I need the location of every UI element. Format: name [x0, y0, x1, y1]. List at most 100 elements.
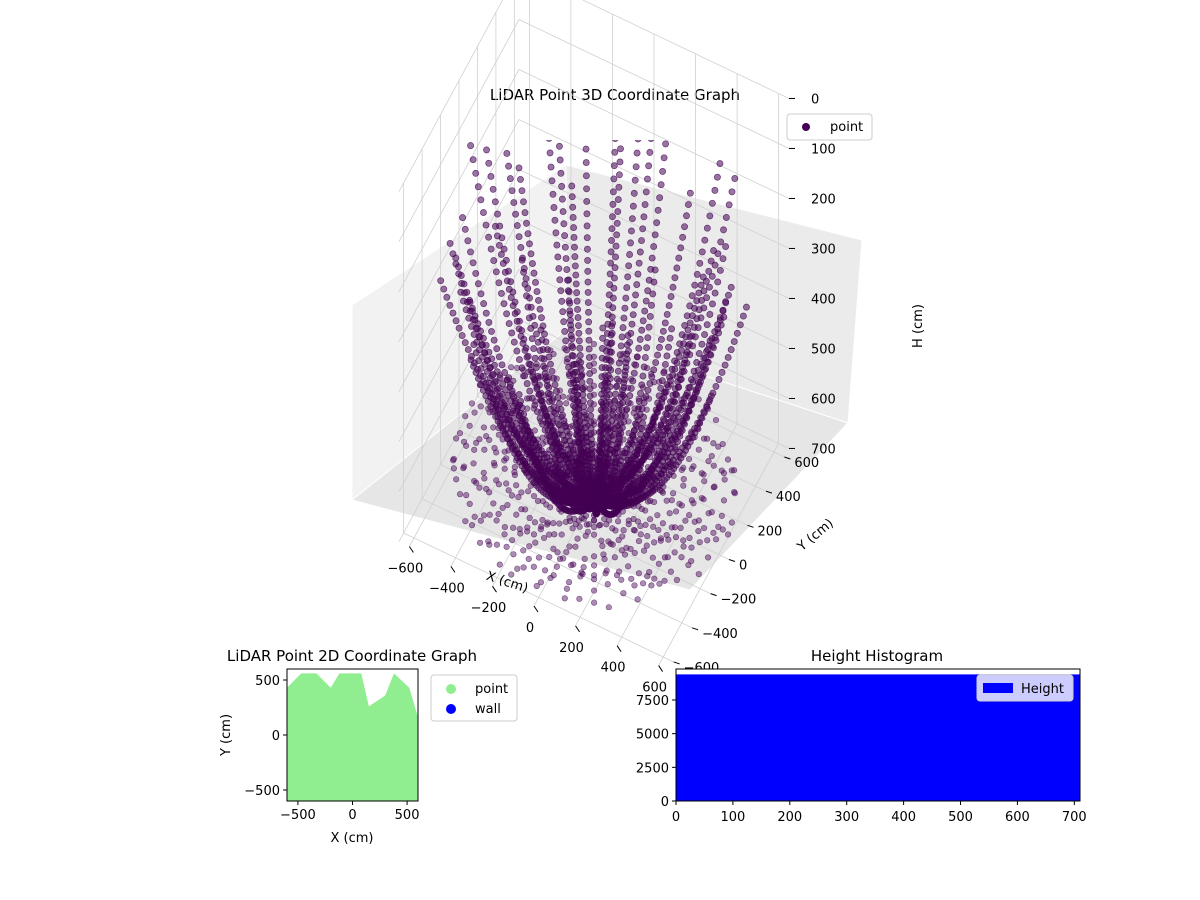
point-3d [637, 430, 645, 438]
point-3d [620, 436, 627, 443]
point-3d [603, 521, 610, 528]
point-3d [507, 278, 515, 286]
point-3d [576, 595, 583, 602]
point-3d [547, 347, 554, 354]
point-3d [527, 250, 535, 258]
point-3d [609, 200, 617, 208]
point-3d [716, 160, 724, 168]
point-3d [561, 506, 568, 513]
point-3d [553, 563, 560, 570]
point-3d [580, 433, 587, 440]
point-3d [521, 461, 528, 468]
point-3d [663, 497, 670, 504]
point-3d [546, 531, 553, 538]
point-3d [557, 287, 565, 295]
point-3d [698, 340, 706, 348]
point-3d [478, 341, 486, 349]
point-3d [666, 510, 673, 517]
point-3d [522, 275, 530, 282]
y-tick-label: −500 [244, 784, 280, 799]
point-3d [711, 289, 719, 297]
point-3d [621, 551, 629, 558]
point-3d [502, 256, 510, 264]
point-3d [604, 581, 611, 588]
point-3d [648, 254, 656, 262]
point-3d [638, 326, 646, 334]
point-3d [634, 353, 641, 361]
point-3d [675, 254, 683, 262]
chart-3d-xlabel: X (cm) [484, 569, 530, 597]
point-3d [715, 376, 723, 383]
point-3d [495, 431, 502, 438]
point-3d [695, 517, 702, 524]
y-tick-label: −400 [702, 627, 738, 642]
point-3d [628, 575, 635, 582]
x-tick-label: 500 [395, 808, 420, 823]
point-3d [477, 403, 484, 410]
point-3d [544, 413, 551, 420]
y-tick-label: −200 [721, 593, 757, 608]
point-3d [673, 359, 681, 367]
point-3d [523, 380, 531, 388]
point-3d [639, 384, 647, 391]
point-3d [547, 574, 554, 582]
point-3d [513, 482, 520, 489]
point-3d [535, 554, 543, 561]
point-3d [541, 567, 549, 574]
point-3d [476, 539, 484, 546]
point-3d [701, 478, 708, 485]
point-3d [635, 570, 643, 577]
point-3d [629, 202, 637, 210]
point-3d [544, 450, 551, 457]
point-3d [576, 357, 583, 364]
point-3d [695, 527, 702, 535]
point-3d [628, 227, 635, 235]
x-tick-label: 0 [526, 621, 534, 636]
point-3d [637, 107, 643, 113]
point-3d [520, 335, 528, 343]
point-3d [604, 354, 611, 361]
point-3d [612, 390, 619, 398]
point-3d [714, 250, 722, 258]
point-3d [531, 354, 539, 362]
point-3d [486, 379, 493, 386]
point-3d [637, 424, 644, 431]
point-3d [567, 332, 575, 339]
point-3d [645, 162, 653, 170]
point-3d [692, 386, 700, 394]
point-3d [706, 337, 714, 345]
point-3d [558, 182, 566, 190]
point-3d [462, 413, 469, 420]
point-3d [672, 534, 680, 541]
point-3d [568, 562, 575, 569]
z-tick-label: 200 [811, 192, 836, 207]
point-3d [563, 549, 570, 556]
point-3d [490, 336, 498, 344]
point-3d [582, 145, 590, 153]
point-3d [561, 232, 569, 240]
point-3d [525, 314, 533, 322]
point-3d [496, 418, 504, 426]
point-3d [505, 320, 513, 327]
point-3d [575, 418, 583, 426]
x-tick-label: 0 [348, 808, 356, 823]
point-3d [677, 346, 685, 354]
point-3d [561, 243, 569, 251]
point-3d [700, 304, 708, 312]
point-3d [580, 564, 587, 571]
point-3d [667, 293, 675, 300]
point-3d [624, 456, 631, 463]
point-3d [483, 146, 491, 154]
point-3d [571, 262, 579, 270]
point-3d [469, 259, 477, 267]
point-3d [500, 245, 508, 253]
point-3d [695, 571, 702, 578]
point-3d [686, 512, 693, 519]
point-3d [724, 531, 732, 538]
point-3d [464, 346, 472, 354]
point-3d [538, 397, 546, 405]
z-tick-label: 400 [811, 292, 836, 307]
point-3d [610, 175, 618, 183]
point-3d [547, 360, 554, 368]
point-3d [485, 159, 493, 167]
